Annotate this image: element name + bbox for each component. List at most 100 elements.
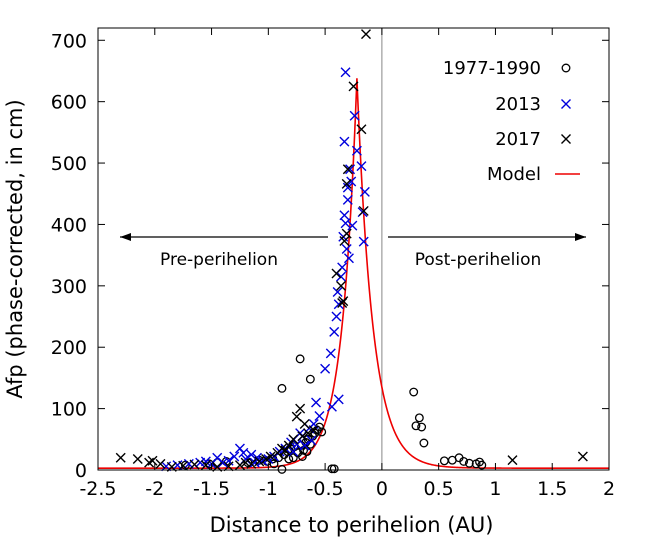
legend-marker (561, 63, 571, 73)
series-2017 (115, 29, 588, 472)
data-point (414, 413, 424, 423)
x-tick-label: -2.5 (79, 478, 116, 500)
y-tick-label: 400 (51, 214, 87, 236)
data-point (336, 271, 347, 282)
data-point (351, 145, 362, 156)
y-tick-label: 100 (51, 399, 87, 421)
y-tick-label: 700 (51, 30, 87, 52)
data-point (338, 296, 349, 307)
data-point (314, 410, 325, 421)
data-point (147, 455, 158, 466)
data-point (459, 456, 469, 466)
data-point (348, 81, 359, 92)
plot-frame (97, 27, 610, 471)
legend-label: 1977-1990 (443, 58, 541, 79)
data-point (223, 461, 234, 472)
data-point (297, 452, 307, 461)
data-point (261, 453, 272, 464)
x-tick-label: 0 (376, 478, 388, 500)
data-point (333, 299, 344, 310)
legend-label: Model (487, 164, 541, 185)
data-point (311, 397, 322, 408)
data-point (358, 236, 369, 247)
data-point (200, 460, 211, 471)
data-point (234, 460, 245, 471)
data-point (305, 374, 315, 384)
data-point (178, 460, 189, 471)
data-point (359, 186, 370, 197)
data-point (308, 425, 319, 436)
data-point (332, 286, 343, 297)
data-point (346, 176, 357, 187)
data-point (339, 236, 350, 247)
data-point (336, 280, 347, 291)
x-tick-label: 1.5 (537, 478, 567, 500)
data-point (411, 421, 421, 431)
data-point (291, 439, 302, 450)
data-point (356, 124, 367, 135)
data-point (238, 447, 249, 458)
data-point (297, 431, 308, 442)
data-point (340, 218, 351, 229)
data-point (288, 453, 298, 463)
data-point (331, 311, 342, 322)
data-point (326, 401, 337, 412)
data-point (132, 453, 143, 464)
series-1977-1990 (180, 354, 487, 474)
data-point (358, 205, 369, 216)
y-tick-label: 500 (51, 153, 87, 175)
data-point (340, 67, 351, 78)
data-point (343, 253, 354, 264)
data-point (331, 268, 342, 279)
data-point (345, 164, 356, 175)
legend: 1977-1990 2013 2017 Model (443, 58, 580, 185)
data-point (320, 363, 331, 374)
data-point (439, 456, 449, 466)
data-point (356, 161, 367, 172)
data-point (341, 228, 352, 239)
data-point (189, 459, 200, 470)
pre-perihelion-arrowhead (120, 233, 131, 241)
x-tick-label: -1.5 (193, 478, 230, 500)
data-point (339, 136, 350, 147)
y-axis-label: Afp (phase-corrected, in cm) (3, 99, 27, 398)
x-tick-label: -0.5 (307, 478, 344, 500)
data-point (577, 451, 588, 462)
data-point (295, 354, 305, 364)
data-point (280, 445, 291, 456)
data-point (299, 440, 310, 451)
data-point (477, 460, 487, 470)
legend-marker (561, 134, 571, 144)
data-point (339, 210, 350, 221)
data-point (341, 244, 352, 254)
y-tick-label: 300 (51, 276, 87, 298)
annotations: Pre-perihelion Post-perihelion (120, 233, 586, 270)
y-tick-label: 600 (51, 92, 87, 114)
data-point (284, 454, 294, 464)
data-point (265, 451, 276, 462)
data-point (342, 164, 353, 175)
x-axis-label: Distance to perihelion (AU) (210, 513, 494, 537)
y-tick-label: 200 (51, 337, 87, 359)
x-tick-label: 1 (489, 478, 501, 500)
data-point (155, 458, 166, 469)
data-point (329, 326, 340, 337)
data-point (291, 411, 302, 422)
data-point (254, 456, 265, 467)
post-perihelion-label: Post-perihelion (415, 250, 542, 270)
post-perihelion-arrowhead (575, 233, 586, 241)
data-point (447, 455, 457, 465)
x-tick-label: 2 (603, 478, 615, 500)
data-point (417, 422, 427, 432)
data-point (277, 383, 287, 393)
data-point (329, 464, 339, 474)
legend-label: 2013 (495, 94, 541, 115)
data-point (317, 427, 327, 437)
y-tick-label: 0 (75, 460, 87, 482)
data-point (325, 348, 336, 359)
data-point (314, 422, 324, 432)
x-tick-label: 0.5 (424, 478, 454, 500)
data-point (409, 387, 419, 397)
axes: -2.5 -2 -1.5 -1 -0.5 0 0.5 1 1.5 2 0 100 200 300 400 50… (3, 27, 615, 537)
